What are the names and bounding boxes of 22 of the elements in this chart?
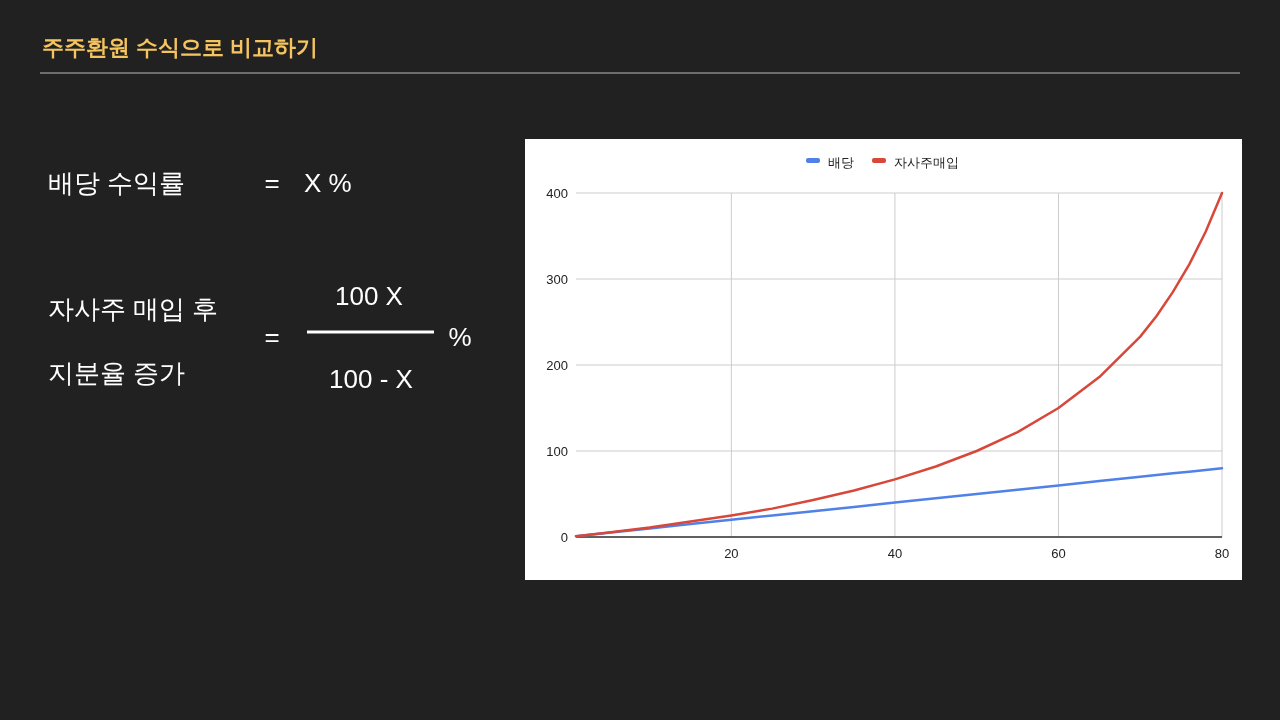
y-tick-label: 200 bbox=[546, 358, 568, 373]
text: 100 X bbox=[335, 281, 403, 311]
text: 지분율 증가 bbox=[48, 358, 186, 388]
y-tick-label: 100 bbox=[546, 444, 568, 459]
y-tick-label: 400 bbox=[546, 186, 568, 201]
x-tick-label: 60 bbox=[1051, 546, 1066, 561]
y-tick-label: 0 bbox=[560, 530, 568, 545]
line-series bbox=[574, 191, 1224, 538]
text: = bbox=[264, 168, 280, 198]
text: 100 - X bbox=[329, 364, 413, 394]
text: 자사주 매입 후 bbox=[48, 294, 219, 324]
y-tick-label: 300 bbox=[546, 272, 568, 287]
x-tick-label: 40 bbox=[887, 546, 903, 561]
x-tick-label: 80 bbox=[1214, 546, 1230, 561]
text: 배당 수익률 bbox=[48, 168, 186, 198]
x-tick-label: 20 bbox=[724, 546, 739, 561]
text: % bbox=[448, 322, 472, 352]
legend-label: 배당 bbox=[828, 155, 854, 170]
text: X % bbox=[304, 168, 352, 198]
legend-label: 자사주매입 bbox=[894, 155, 959, 170]
text: = bbox=[264, 322, 280, 352]
text: 주주환원 수식으로 비교하기 bbox=[42, 35, 319, 60]
